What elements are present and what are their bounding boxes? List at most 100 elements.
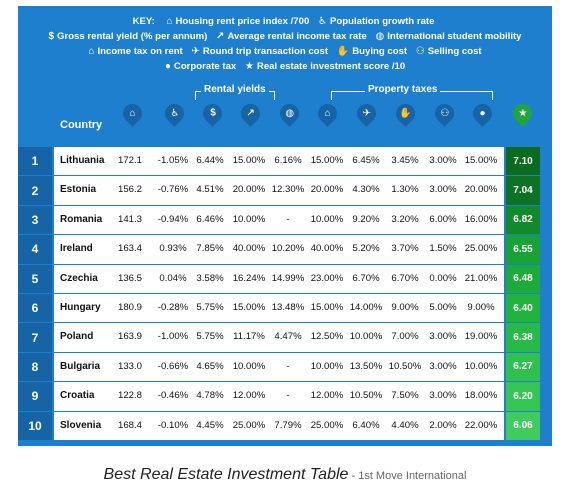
row-cells: Ireland 163.4 0.93% 7.85% 40.00% 10.20% 40.00%… xyxy=(54,235,504,264)
moneybag-icon-glyph: $ xyxy=(209,107,216,119)
value-cell: 1.30% xyxy=(391,184,419,196)
value-cell: 0.00% xyxy=(429,272,457,284)
value-cell: -1.05% xyxy=(157,155,189,166)
value-cell: -1.00% xyxy=(157,331,189,343)
stroller-icon: ♿ xyxy=(318,16,327,27)
rank-cell: 4 xyxy=(18,235,52,264)
legend-item: $ Gross rental yield (% per annum) xyxy=(48,29,207,44)
value-cell: 10.00% xyxy=(310,360,344,372)
value-cell: 15.00% xyxy=(464,155,498,166)
value-cell: 40.00% xyxy=(310,243,344,255)
score-cell: 6.48 xyxy=(506,264,540,293)
rank-cell: 5 xyxy=(18,264,52,293)
value-cell: 10.00% xyxy=(310,213,344,225)
house-tax-icon: ⌂ xyxy=(314,100,341,127)
table-row: 5 Czechia 136.5 0.04% 3.58% 16.24% 14.99% 23.00… xyxy=(18,264,552,294)
country-cell: Lithuania xyxy=(60,155,105,166)
legend-item: ★ Real estate investment score /10 xyxy=(245,59,405,74)
value-cell: 3.58% xyxy=(196,272,224,284)
value-cell: 10.20% xyxy=(271,243,305,255)
table-row: 7 Poland 163.9 -1.00% 5.75% 11.17% 4.47% 12.50%… xyxy=(18,323,552,352)
value-cell: 9.00% xyxy=(467,301,495,313)
hand-coin-icon: ✋ xyxy=(336,46,350,57)
value-cell: 7.85% xyxy=(196,243,224,255)
table-row: 1 Lithuania 172.1 -1.05% 6.44% 15.00% 6.16% 15.… xyxy=(18,147,552,176)
legend-item: ↗ Average rental income tax rate xyxy=(216,29,367,44)
rank-cell: 8 xyxy=(18,352,52,382)
value-cell: 3.00% xyxy=(429,390,457,402)
table-row: 10 Slovenia 168.4 -0.10% 4.45% 25.00% 7.79% 25.… xyxy=(18,411,552,441)
value-cell: 6.16% xyxy=(274,155,302,166)
value-cell: 14.99% xyxy=(271,272,305,284)
value-cell: 6.46% xyxy=(196,213,224,225)
house-tax-icon: ⌂ xyxy=(88,46,95,57)
caption-source: - 1st Move International xyxy=(348,470,467,482)
value-cell: 7.79% xyxy=(274,419,302,431)
value-cell: 23.00% xyxy=(310,272,344,284)
value-cell: 3.00% xyxy=(429,184,457,196)
value-cell: 4.78% xyxy=(196,390,224,402)
stroller-icon-glyph: ♿ xyxy=(170,107,179,119)
value-cell: 0.04% xyxy=(159,272,187,284)
row-cells: Poland 163.9 -1.00% 5.75% 11.17% 4.47% 12.50% 1… xyxy=(54,323,504,352)
value-cell: 9.20% xyxy=(352,213,380,225)
score-cell: 6.38 xyxy=(506,323,540,352)
value-cell: 5.20% xyxy=(352,243,380,255)
value-cell: 9.00% xyxy=(391,301,419,313)
value-cell: 141.3 xyxy=(117,213,142,225)
value-cell: 122.8 xyxy=(117,390,142,402)
value-cell: 25.00% xyxy=(310,419,344,431)
score-cell: 6.20 xyxy=(506,382,540,411)
hand-coin-icon-glyph: ✋ xyxy=(399,107,412,119)
rank-cell: 6 xyxy=(18,293,52,323)
row-cells: Hungary 180.9 -0.28% 5.75% 15.00% 13.48% 15.00… xyxy=(54,293,504,323)
row-cells: Czechia 136.5 0.04% 3.58% 16.24% 14.99% 23.00%… xyxy=(54,264,504,293)
country-cell: Croatia xyxy=(60,390,95,402)
table-row: 9 Croatia 122.8 -0.46% 4.78% 12.00% - 12.00% 10.… xyxy=(18,382,552,411)
value-cell: 15.00% xyxy=(310,301,344,313)
country-cell: Hungary xyxy=(60,301,101,313)
country-cell: Czechia xyxy=(60,272,98,284)
value-cell: 10.50% xyxy=(349,390,383,402)
row-cells: Estonia 156.2 -0.76% 4.51% 20.00% 12.30% 20.00… xyxy=(54,176,504,205)
value-cell: 10.50% xyxy=(388,360,422,372)
table-row: 8 Bulgaria 133.0 -0.66% 4.65% 10.00% - 10.00% 13… xyxy=(18,352,552,382)
legend-row-4: ● Corporate tax ★ Real estate investment s… xyxy=(18,59,552,74)
value-cell: 12.00% xyxy=(310,390,344,402)
rank-cell: 1 xyxy=(18,147,52,176)
legend-label: Housing rent price index /700 xyxy=(175,16,310,27)
legend-item: ✈ Round trip transaction cost xyxy=(191,44,328,59)
airplane-icon: ✈ xyxy=(191,46,200,57)
house-icon: ⌂ xyxy=(166,16,173,27)
legend-label: Population growth rate xyxy=(329,16,435,27)
handshake-icon: ⚇ xyxy=(431,100,458,127)
legend-label: Buying cost xyxy=(352,46,408,57)
value-cell: 18.00% xyxy=(464,390,498,402)
value-cell: 6.40% xyxy=(352,419,380,431)
score-cell: 6.27 xyxy=(506,352,540,382)
value-cell: 21.00% xyxy=(464,272,498,284)
value-cell: 6.00% xyxy=(429,213,457,225)
country-cell: Poland xyxy=(60,331,94,343)
value-cell: 15.00% xyxy=(310,155,344,166)
value-cell: 15.00% xyxy=(232,155,266,166)
moneybag-icon: $ xyxy=(48,31,55,42)
row-cells: Lithuania 172.1 -1.05% 6.44% 15.00% 6.16% 15.0… xyxy=(54,147,504,176)
value-cell: 2.00% xyxy=(429,419,457,431)
value-cell: 16.24% xyxy=(232,272,266,284)
country-cell: Slovenia xyxy=(60,419,102,431)
legend-label: Real estate investment score /10 xyxy=(256,61,406,72)
value-cell: 7.00% xyxy=(391,331,419,343)
legend-item: ✋ Buying cost xyxy=(337,44,407,59)
country-cell: Bulgaria xyxy=(60,360,101,372)
value-cell: 163.9 xyxy=(117,331,142,343)
value-cell: 133.0 xyxy=(117,360,142,372)
value-cell: 12.30% xyxy=(271,184,305,196)
chart-icon: ↗ xyxy=(216,31,225,42)
value-cell: -0.10% xyxy=(157,419,189,431)
value-cell: 136.5 xyxy=(117,272,142,284)
legend-label: Average rental income tax rate xyxy=(227,31,367,42)
house-tax-icon-glyph: ⌂ xyxy=(324,107,331,119)
chart-icon-glyph: ↗ xyxy=(246,107,255,119)
value-cell: 12.50% xyxy=(310,331,344,343)
